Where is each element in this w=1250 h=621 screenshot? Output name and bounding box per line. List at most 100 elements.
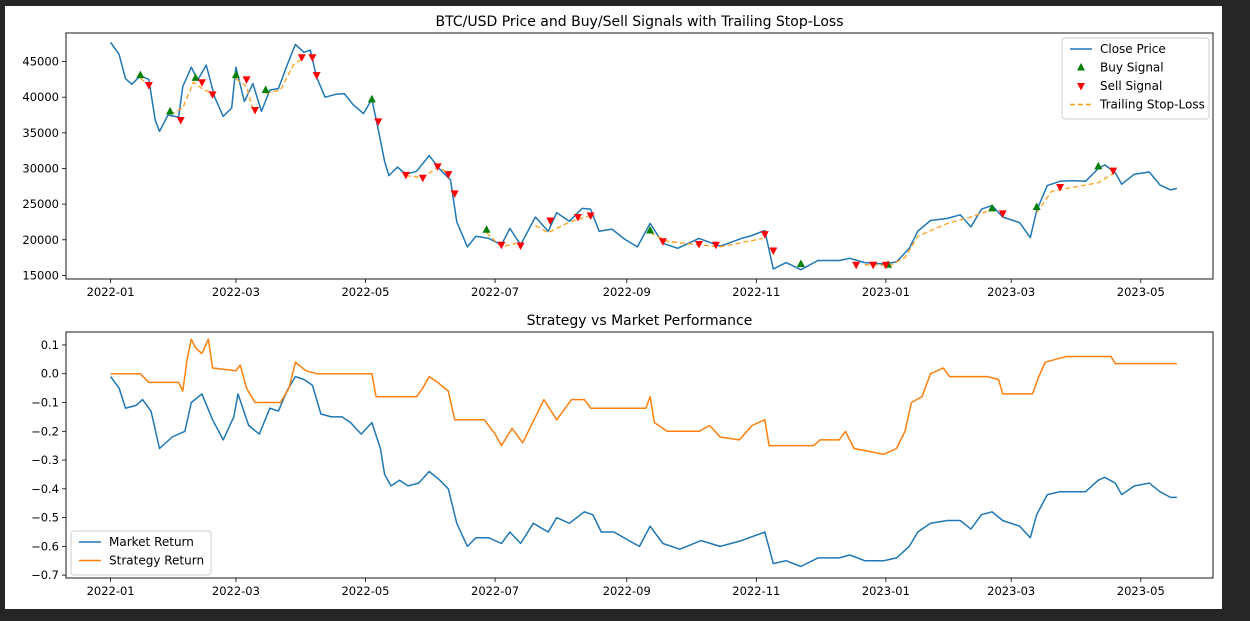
y-tick-label: 15000 — [22, 268, 59, 282]
sell-signal-marker — [197, 79, 206, 87]
legend-label: Buy Signal — [1100, 61, 1164, 75]
x-tick-label: 2023-03 — [987, 285, 1035, 299]
trailing-stop-loss-line — [139, 56, 1114, 267]
performance-chart-axes-frame — [65, 331, 1214, 579]
x-tick-label: 2023-03 — [987, 584, 1035, 598]
x-tick-label: 2023-01 — [862, 584, 910, 598]
sell-signal-marker — [1109, 167, 1118, 176]
sell-signal-marker — [869, 261, 878, 270]
y-tick-label: 45000 — [22, 55, 59, 69]
sell-signal-marker — [711, 241, 720, 250]
x-tick-label: 2023-05 — [1117, 285, 1165, 299]
sell-signal-marker — [208, 91, 217, 99]
sell-signal-marker — [998, 210, 1007, 218]
sell-signal-marker — [516, 242, 525, 250]
buy-signal-marker — [191, 73, 200, 81]
x-tick-label: 2022-01 — [87, 285, 135, 299]
x-tick-label: 2022-03 — [212, 584, 260, 598]
market-return-line — [109, 375, 1177, 568]
y-tick-label: −0.1 — [31, 395, 59, 409]
sell-signal-marker — [881, 261, 890, 270]
sell-signal-marker — [586, 212, 595, 221]
buy-signal-marker — [231, 70, 240, 79]
buy-signal-marker — [796, 259, 805, 268]
buy-signal-marker — [646, 226, 655, 234]
y-tick-label: 0.0 — [41, 367, 59, 381]
y-tick-label: 25000 — [22, 197, 59, 211]
performance-chart-title: Strategy vs Market Performance — [527, 313, 753, 329]
sell-signal-marker — [242, 76, 251, 84]
sell-signal-marker — [658, 238, 667, 246]
sell-signal-marker — [852, 261, 861, 270]
sell-signal-marker — [297, 54, 306, 62]
sell-signal-marker — [450, 190, 459, 198]
price-chart: BTC/USD Price and Buy/Sell Signals with … — [22, 14, 1214, 299]
performance-chart-legend: Market Return Strategy Return — [70, 530, 212, 576]
x-tick-label: 2023-05 — [1117, 584, 1165, 598]
sell-signal-marker — [308, 54, 317, 62]
buy-signal-marker — [367, 94, 376, 103]
price-chart-axes-frame — [65, 32, 1214, 280]
x-tick-label: 2023-01 — [862, 285, 910, 299]
legend-marker — [1077, 63, 1085, 71]
x-tick-label: 2022-01 — [87, 584, 135, 598]
legend-label: Strategy Return — [109, 554, 204, 568]
legend-label: Trailing Stop-Loss — [1099, 98, 1205, 112]
x-tick-label: 2022-05 — [341, 285, 389, 299]
sell-signal-marker — [251, 107, 260, 115]
sell-signal-marker — [546, 217, 555, 226]
sell-signal-marker — [433, 163, 442, 171]
sell-signal-marker — [1056, 184, 1065, 192]
sell-signal-marker — [401, 171, 410, 180]
buy-signal-marker — [1032, 202, 1041, 210]
buy-signal-marker — [136, 70, 145, 79]
x-tick-label: 2022-03 — [212, 285, 260, 299]
x-tick-label: 2022-11 — [732, 285, 780, 299]
y-tick-label: −0.3 — [31, 453, 59, 467]
legend-box — [70, 530, 212, 576]
sell-signal-marker — [312, 72, 321, 80]
close-price-line — [109, 41, 1178, 271]
sell-signal-marker — [418, 174, 427, 183]
y-tick-label: 0.1 — [41, 338, 59, 352]
legend-box — [1061, 37, 1210, 120]
y-tick-label: 30000 — [22, 161, 59, 175]
x-tick-label: 2022-05 — [341, 584, 389, 598]
sell-signal-marker — [760, 231, 769, 239]
x-tick-label: 2022-09 — [603, 285, 651, 299]
buy-signal-marker — [261, 85, 270, 94]
sell-signal-marker — [144, 82, 153, 90]
y-tick-label: −0.5 — [31, 511, 59, 525]
sell-signal-marker — [176, 116, 185, 125]
sell-signal-marker — [444, 171, 453, 179]
y-tick-label: 40000 — [22, 90, 59, 104]
buy-signal-marker — [166, 106, 175, 115]
price-chart-legend: Close Price Buy Signal Sell Signal Trailing… — [1061, 37, 1210, 120]
sell-signal-marker — [769, 247, 778, 255]
y-tick-label: −0.7 — [31, 568, 59, 582]
strategy-return-line — [110, 338, 1177, 456]
performance-chart: Strategy vs Market Performance 2022-01 20… — [31, 313, 1214, 598]
legend-label: Sell Signal — [1100, 79, 1162, 93]
buy-signal-marker — [482, 225, 491, 233]
sell-signal-marker — [694, 241, 703, 249]
buy-signal-marker — [988, 203, 997, 212]
x-tick-label: 2022-11 — [732, 584, 780, 598]
legend-label: Close Price — [1100, 42, 1166, 56]
buy-signal-marker — [1094, 161, 1103, 170]
y-tick-label: −0.6 — [31, 539, 59, 553]
x-tick-label: 2022-09 — [603, 584, 651, 598]
x-tick-label: 2022-07 — [471, 584, 519, 598]
sell-signal-marker — [573, 213, 582, 222]
y-tick-label: −0.4 — [31, 482, 59, 496]
y-tick-label: −0.2 — [31, 424, 59, 438]
legend-label: Market Return — [109, 535, 194, 549]
legend-marker — [1077, 83, 1085, 91]
price-chart-title: BTC/USD Price and Buy/Sell Signals with … — [436, 14, 844, 30]
y-tick-label: 20000 — [22, 233, 59, 247]
x-tick-label: 2022-07 — [471, 285, 519, 299]
sell-signal-marker — [497, 241, 506, 250]
y-tick-label: 35000 — [22, 126, 59, 140]
figure-svg: BTC/USD Price and Buy/Sell Signals with … — [22, 14, 1214, 598]
sell-signal-marker — [374, 118, 383, 126]
